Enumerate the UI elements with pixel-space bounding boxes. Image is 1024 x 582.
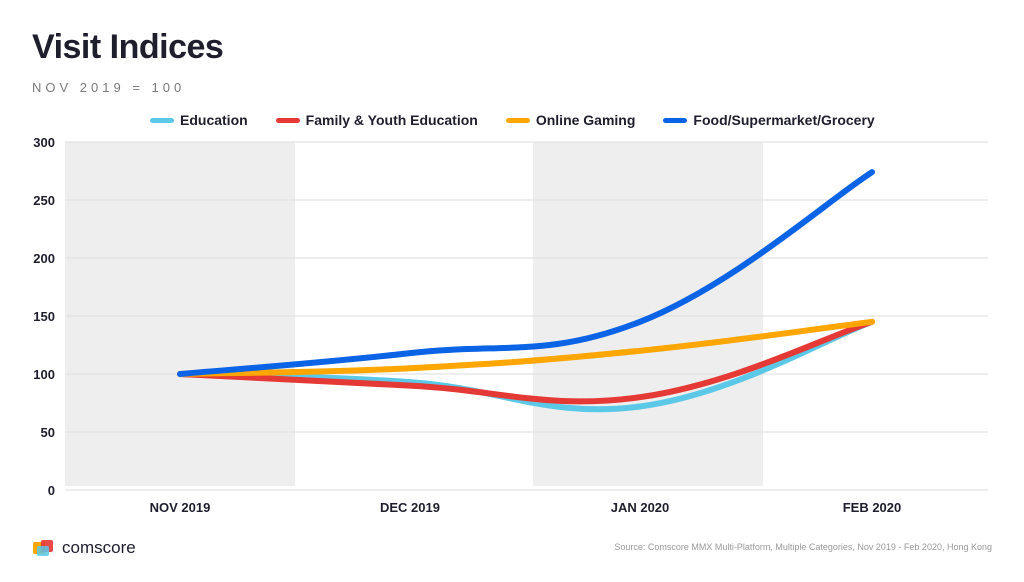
legend-swatch-food-supermarket-grocery xyxy=(663,117,688,123)
legend-item-education: Education xyxy=(150,112,248,128)
x-tick-label: NOV 2019 xyxy=(150,500,211,515)
y-tick-label: 300 xyxy=(33,135,55,150)
comscore-logo-icon xyxy=(33,540,53,556)
y-tick-label: 50 xyxy=(41,425,55,440)
shade-band-jan xyxy=(533,142,763,486)
legend-label-food-supermarket-grocery: Food/Supermarket/Grocery xyxy=(693,112,875,128)
series-line-online-gaming xyxy=(177,318,875,377)
legend-label-family-youth-education: Family & Youth Education xyxy=(305,112,478,128)
legend: Education Family & Youth Education Onlin… xyxy=(150,110,875,130)
chart-subtitle: NOV 2019 = 100 xyxy=(32,80,186,95)
y-tick-label: 100 xyxy=(33,367,55,382)
legend-label-education: Education xyxy=(180,112,248,128)
x-tick-label: DEC 2019 xyxy=(380,500,440,515)
series-line-food-supermarket-grocery xyxy=(177,169,875,377)
source-note: Source: Comscore MMX Multi-Platform, Mul… xyxy=(614,542,992,552)
y-tick-label: 250 xyxy=(33,193,55,208)
legend-item-food-supermarket-grocery: Food/Supermarket/Grocery xyxy=(663,112,875,128)
legend-label-online-gaming: Online Gaming xyxy=(535,112,636,128)
legend-swatch-online-gaming xyxy=(505,117,530,123)
series-line-family-youth-education xyxy=(177,318,875,405)
y-tick-label: 150 xyxy=(33,309,55,324)
y-tick-label: 200 xyxy=(33,251,55,266)
y-tick-label: 0 xyxy=(48,483,55,498)
brand-name: comscore xyxy=(62,538,136,557)
brand-logo: comscore xyxy=(32,538,136,558)
x-tick-label: FEB 2020 xyxy=(843,500,902,515)
legend-swatch-family-youth-education xyxy=(275,117,300,123)
legend-item-online-gaming: Online Gaming xyxy=(505,112,636,128)
legend-swatch-education xyxy=(150,117,174,123)
chart-title: Visit Indices xyxy=(32,28,224,66)
x-tick-label: JAN 2020 xyxy=(611,500,670,515)
legend-item-family-youth-education: Family & Youth Education xyxy=(275,112,478,128)
shade-band-nov xyxy=(65,142,295,486)
